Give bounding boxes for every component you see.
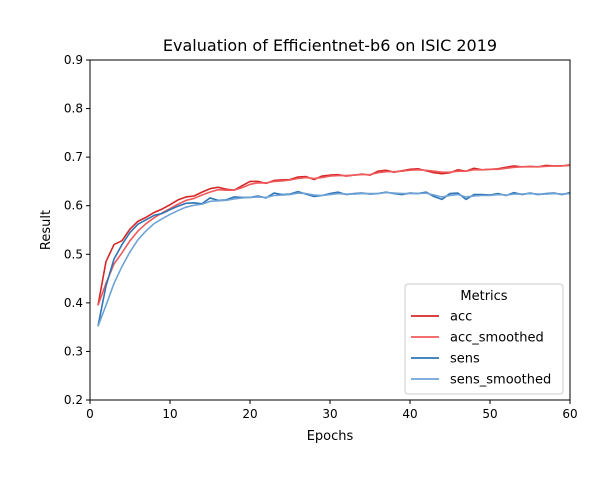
- x-tick-label: 0: [86, 407, 94, 421]
- chart-title: Evaluation of Efficientnet-b6 on ISIC 20…: [163, 36, 497, 55]
- y-axis-ticks: 0.2 0.3 0.4 0.5 0.6 0.7 0.8 0.9: [64, 53, 90, 407]
- legend-box: [404, 283, 564, 395]
- legend-label-sens: sens: [450, 352, 480, 367]
- y-tick-label: 0.8: [64, 102, 83, 116]
- y-tick-label: 0.6: [64, 199, 83, 213]
- legend-label-sens-smoothed: sens_smoothed: [450, 373, 551, 388]
- x-tick-label: 60: [562, 407, 577, 421]
- series-line-sens-smoothed: [97, 191, 571, 327]
- x-tick-label: 30: [322, 407, 337, 421]
- x-axis-label: Epochs: [307, 429, 354, 444]
- y-tick-label: 0.9: [64, 53, 83, 67]
- legend-title: Metrics: [460, 289, 507, 304]
- series-line-acc-smoothed: [97, 164, 571, 306]
- x-tick-label: 50: [482, 407, 497, 421]
- y-axis-label: Result: [39, 210, 54, 250]
- y-tick-label: 0.5: [64, 247, 83, 261]
- x-tick-label: 40: [402, 407, 417, 421]
- y-tick-label: 0.2: [64, 393, 83, 407]
- legend-label-acc: acc: [450, 310, 472, 325]
- x-axis-ticks: 0 10 20 30 40 50 60: [86, 400, 578, 421]
- y-tick-label: 0.3: [64, 344, 83, 358]
- x-tick-label: 10: [162, 407, 177, 421]
- y-tick-label: 0.4: [64, 296, 83, 310]
- y-tick-label: 0.7: [64, 150, 83, 164]
- plot-series: [97, 164, 571, 327]
- x-tick-label: 20: [242, 407, 257, 421]
- legend-label-acc-smoothed: acc_smoothed: [450, 331, 544, 346]
